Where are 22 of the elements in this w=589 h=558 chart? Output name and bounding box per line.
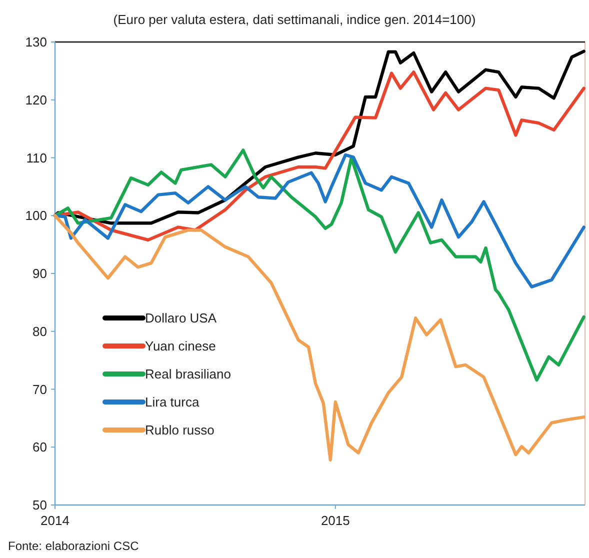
line-series [53, 50, 586, 225]
y-tick-label: 70 [32, 382, 47, 397]
line-series [53, 153, 586, 288]
x-tick-label: 2014 [40, 513, 70, 528]
y-tick-label: 50 [32, 498, 47, 513]
y-tick-label: 130 [25, 34, 47, 50]
legend-label: Real brasiliano [145, 366, 231, 382]
legend-label: Rublo russo [145, 422, 214, 438]
y-tick-label: 90 [32, 266, 47, 282]
legend-label: Dollaro USA [145, 310, 217, 326]
y-tick-label: 80 [32, 324, 47, 339]
legend-label: Yuan cinese [145, 338, 216, 354]
chart-title: (Euro per valuta estera, dati settimanali, indice gen. 2014=100) [113, 12, 476, 27]
source-note: Fonte: elaborazioni CSC [8, 539, 140, 553]
legend-label: Lira turca [145, 394, 200, 410]
y-tick-label: 120 [25, 92, 47, 108]
line-series [53, 148, 586, 382]
y-tick-label: 60 [32, 440, 47, 455]
line-series [53, 214, 586, 462]
y-tick-label: 110 [26, 150, 47, 166]
x-tick-label: 2015 [320, 513, 350, 528]
y-tick-label: 100 [25, 208, 47, 224]
